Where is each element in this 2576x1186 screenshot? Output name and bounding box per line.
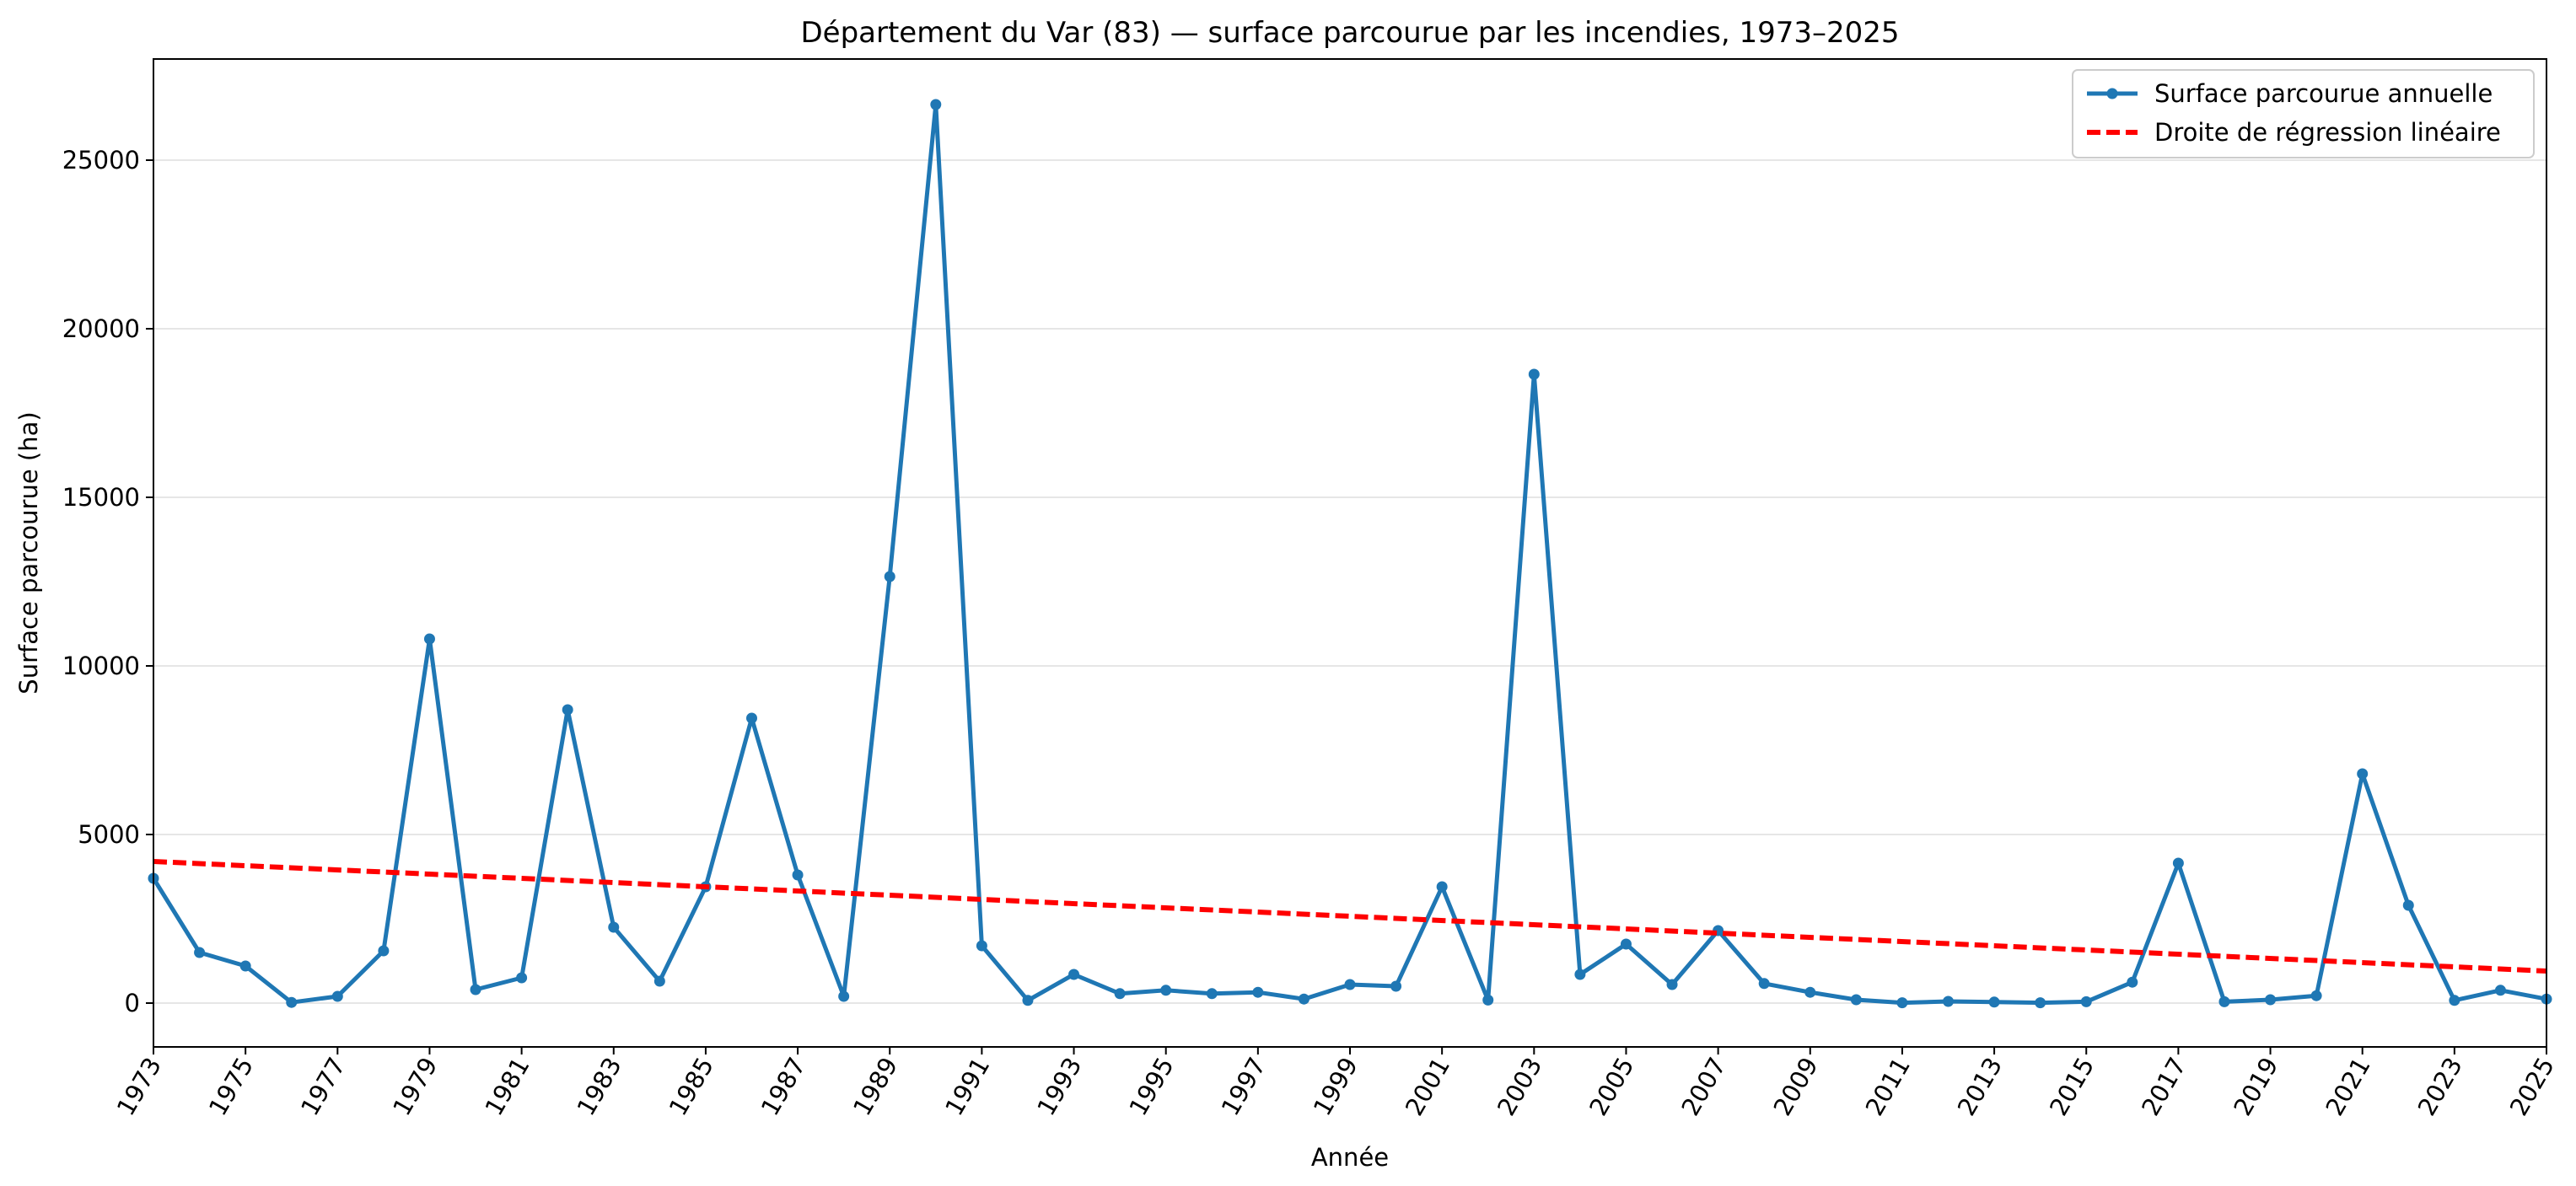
- data-point: [1344, 979, 1356, 990]
- y-tick-label: 15000: [62, 483, 140, 512]
- y-tick-label: 5000: [78, 820, 140, 849]
- legend-box: [2072, 69, 2535, 158]
- data-point: [423, 633, 435, 645]
- data-point: [2494, 985, 2506, 996]
- data-point: [1988, 996, 2000, 1008]
- data-point: [1160, 985, 1172, 996]
- y-tick-label: 20000: [62, 314, 140, 343]
- legend-label-annual: Surface parcourue annuelle: [2154, 79, 2493, 108]
- data-point: [792, 869, 804, 881]
- data-point: [562, 704, 573, 716]
- data-point: [930, 99, 942, 110]
- data-point: [2127, 976, 2138, 988]
- y-tick-label: 0: [125, 989, 140, 1017]
- y-axis-label: Surface parcourue (ha): [14, 411, 43, 694]
- data-point: [2357, 768, 2369, 780]
- data-point: [1482, 994, 1494, 1006]
- data-point: [1943, 995, 1954, 1007]
- x-axis-label: Année: [1311, 1143, 1389, 1172]
- data-point: [1436, 881, 1448, 893]
- data-point: [1252, 986, 1264, 998]
- data-point: [2172, 857, 2184, 869]
- data-point: [286, 996, 298, 1008]
- data-point: [1896, 997, 1908, 1009]
- y-tick-label: 10000: [62, 652, 140, 680]
- data-point: [1574, 969, 1586, 980]
- data-point: [1068, 969, 1080, 980]
- legend: Surface parcourue annuelle Droite de rég…: [2072, 69, 2535, 158]
- data-point: [2265, 994, 2277, 1006]
- data-point: [2449, 995, 2460, 1006]
- chart-title: Département du Var (83) — surface parcou…: [800, 16, 1899, 50]
- data-point: [378, 945, 390, 957]
- data-point: [1114, 988, 1126, 1000]
- data-point: [1620, 938, 1632, 950]
- data-point: [653, 975, 665, 987]
- data-point: [2080, 995, 2092, 1007]
- legend-marker-annual: [2106, 88, 2118, 99]
- data-point: [1206, 988, 1218, 1000]
- data-point: [884, 571, 895, 582]
- data-point: [976, 940, 987, 952]
- data-point: [1850, 994, 1862, 1006]
- data-point: [2218, 995, 2230, 1007]
- data-point: [194, 947, 206, 958]
- data-point: [1390, 980, 1402, 992]
- data-point: [2402, 899, 2414, 911]
- data-point: [746, 712, 757, 724]
- y-tick-label: 25000: [62, 146, 140, 174]
- data-point: [516, 972, 528, 984]
- data-point: [470, 984, 481, 995]
- data-point: [1528, 368, 1540, 380]
- data-point: [1758, 978, 1770, 990]
- data-point: [239, 960, 251, 972]
- data-point: [838, 990, 850, 1002]
- data-point: [608, 921, 620, 933]
- data-point: [1022, 995, 1034, 1006]
- regression-line: [153, 859, 2547, 974]
- data-point: [1298, 993, 1310, 1005]
- series-layer: [148, 99, 2552, 1009]
- data-point: [2035, 997, 2046, 1009]
- gridlines: [153, 159, 2546, 1004]
- data-point: [1666, 979, 1678, 990]
- legend-label-regression: Droite de régression linéaire: [2154, 118, 2501, 147]
- data-point: [2310, 990, 2322, 1001]
- data-point: [331, 990, 343, 1002]
- data-point: [1804, 986, 1816, 998]
